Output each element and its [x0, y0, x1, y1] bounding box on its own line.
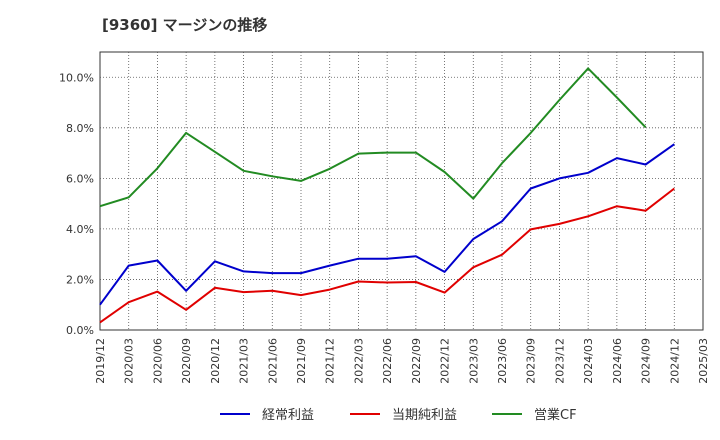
y-tick-label: 4.0%: [66, 223, 94, 236]
plot-border: [99, 51, 704, 331]
x-tick-label: 2024/12: [668, 338, 681, 384]
x-tick-label: 2022/03: [352, 338, 365, 384]
legend-label-1: 経常利益: [262, 408, 314, 423]
x-tick-label: 2022/06: [381, 338, 394, 384]
x-tick-label: 2020/12: [209, 338, 222, 384]
x-tick-label: 2023/12: [553, 338, 566, 384]
y-tick-label: 10.0%: [59, 71, 94, 84]
x-tick-label: 2022/09: [410, 338, 423, 384]
x-tick-label: 2025/03: [697, 338, 710, 384]
series-lines: [99, 67, 675, 324]
series-line-3: [99, 67, 647, 208]
x-tick-label: 2020/06: [151, 338, 164, 384]
x-tick-label: 2024/06: [611, 338, 624, 384]
plot-area: [99, 51, 704, 331]
x-tick-label: 2024/03: [582, 338, 595, 384]
y-tick-label: 2.0%: [66, 273, 94, 286]
chart-title: [9360] マージンの推移: [102, 16, 268, 34]
x-tick-label: 2019/12: [94, 338, 107, 384]
x-tick-label: 2024/09: [640, 338, 653, 384]
y-axis-ticks: 0.0% 2.0% 4.0% 6.0% 8.0% 10.0%: [59, 71, 94, 337]
x-tick-label: 2020/09: [180, 338, 193, 384]
x-tick-label: 2021/09: [295, 338, 308, 384]
x-tick-label: 2021/12: [324, 338, 337, 384]
y-tick-label: 6.0%: [66, 172, 94, 185]
series-line-1: [99, 143, 675, 306]
series-line-2: [99, 187, 675, 324]
x-tick-label: 2021/03: [238, 338, 251, 384]
x-tick-label: 2023/06: [496, 338, 509, 384]
x-axis-ticks: 2019/12 2020/03 2020/06 2020/09 2020/12 2021/…: [94, 338, 710, 384]
legend: 経常利益 当期純利益 営業CF: [220, 407, 577, 423]
y-tick-label: 8.0%: [66, 122, 94, 135]
x-tick-label: 2023/03: [467, 338, 480, 384]
x-tick-label: 2021/06: [266, 338, 279, 384]
x-tick-label: 2023/09: [525, 338, 538, 384]
legend-label-3: 営業CF: [534, 407, 577, 423]
x-tick-label: 2020/03: [123, 338, 136, 384]
x-tick-label: 2022/12: [439, 338, 452, 384]
legend-label-2: 当期純利益: [392, 408, 457, 423]
grid-lines: [100, 52, 703, 330]
y-tick-label: 0.0%: [66, 324, 94, 337]
